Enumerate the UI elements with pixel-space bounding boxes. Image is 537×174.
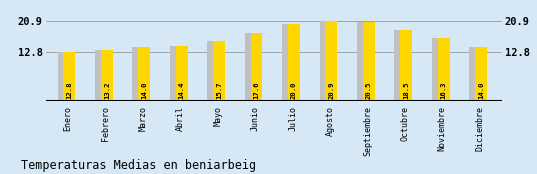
Text: 14.0: 14.0: [141, 81, 147, 99]
Text: 18.5: 18.5: [403, 81, 409, 99]
Bar: [475, 47, 487, 101]
Text: 13.2: 13.2: [104, 81, 110, 99]
Bar: [288, 24, 300, 101]
Bar: [438, 38, 449, 101]
Text: 15.7: 15.7: [216, 81, 222, 99]
Bar: [133, 47, 144, 101]
Bar: [213, 41, 225, 101]
Text: 16.3: 16.3: [440, 81, 447, 99]
Bar: [63, 52, 75, 101]
Text: 17.6: 17.6: [253, 81, 259, 99]
Text: 20.0: 20.0: [291, 81, 297, 99]
Bar: [394, 30, 407, 101]
Text: 14.0: 14.0: [478, 81, 484, 99]
Text: 20.9: 20.9: [328, 81, 335, 99]
Bar: [282, 24, 294, 101]
Bar: [57, 52, 70, 101]
Bar: [251, 33, 263, 101]
Text: 12.8: 12.8: [67, 81, 72, 99]
Bar: [101, 50, 113, 101]
Text: 14.4: 14.4: [179, 81, 185, 99]
Bar: [176, 46, 187, 101]
Bar: [207, 41, 219, 101]
Bar: [363, 22, 375, 101]
Bar: [469, 47, 481, 101]
Bar: [357, 22, 369, 101]
Bar: [320, 21, 331, 101]
Bar: [400, 30, 412, 101]
Text: 20.5: 20.5: [366, 81, 372, 99]
Bar: [170, 46, 182, 101]
Bar: [95, 50, 107, 101]
Text: Temperaturas Medias en beniarbeig: Temperaturas Medias en beniarbeig: [21, 159, 257, 172]
Bar: [139, 47, 150, 101]
Bar: [325, 21, 337, 101]
Bar: [245, 33, 257, 101]
Bar: [432, 38, 444, 101]
